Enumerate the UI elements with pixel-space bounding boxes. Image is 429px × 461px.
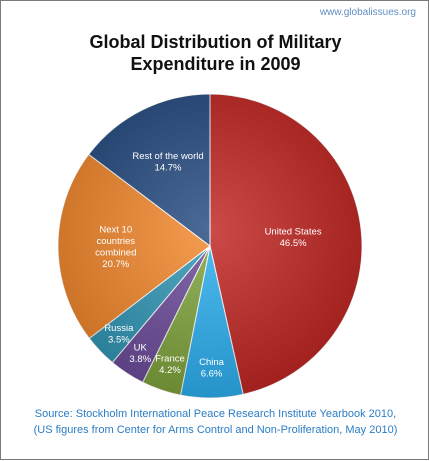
site-url[interactable]: www.globalissues.org xyxy=(319,7,416,18)
chart-title: Global Distribution of Military Expendit… xyxy=(1,31,429,75)
slice-value-united-states: 46.5% xyxy=(280,238,307,249)
slice-value-rest-of-the-world: 14.7% xyxy=(155,163,182,174)
slice-label-rest-of-the-world: Rest of the world 14.7% xyxy=(132,151,203,174)
slice-label-china: China 6.6% xyxy=(199,357,225,380)
slice-label-russia: Russia 3.5% xyxy=(104,323,134,346)
slice-value-next-10-countries-combined: 20.7% xyxy=(102,259,129,270)
source-line-1: Source: Stockholm International Peace Re… xyxy=(34,408,397,420)
slice-name-russia: Russia xyxy=(104,323,134,334)
slice-name-next-10-countries-combined: combined xyxy=(95,247,136,258)
slice-name-next-10-countries-combined: Next 10 xyxy=(99,224,132,235)
pie-labels: United States 46.5%China 6.6%France 4.2%UK 3… xyxy=(95,151,322,379)
chart-title-line-2: Expenditure in 2009 xyxy=(130,54,301,74)
source-note: Source: Stockholm International Peace Re… xyxy=(1,406,429,438)
slice-name-rest-of-the-world: Rest of the world xyxy=(132,151,203,162)
slice-name-next-10-countries-combined: countries xyxy=(96,236,135,247)
slice-value-uk: 3.8% xyxy=(129,354,151,365)
slice-label-uk: UK 3.8% xyxy=(129,343,151,366)
slice-label-france: France 4.2% xyxy=(155,354,185,377)
slice-label-next-10-countries-combined: Next 10 countries combined 20.7% xyxy=(95,224,136,270)
slice-name-united-states: United States xyxy=(265,226,322,237)
source-line-2: (US figures from Center for Arms Control… xyxy=(33,424,398,436)
slice-value-france: 4.2% xyxy=(159,365,181,376)
slice-name-france: France xyxy=(155,354,185,365)
slice-value-russia: 3.5% xyxy=(108,334,130,345)
slice-name-uk: UK xyxy=(134,343,148,354)
chart-title-line-1: Global Distribution of Military xyxy=(89,32,342,52)
slice-label-united-states: United States 46.5% xyxy=(265,226,322,249)
slice-name-china: China xyxy=(199,357,225,368)
slice-value-china: 6.6% xyxy=(201,369,223,380)
